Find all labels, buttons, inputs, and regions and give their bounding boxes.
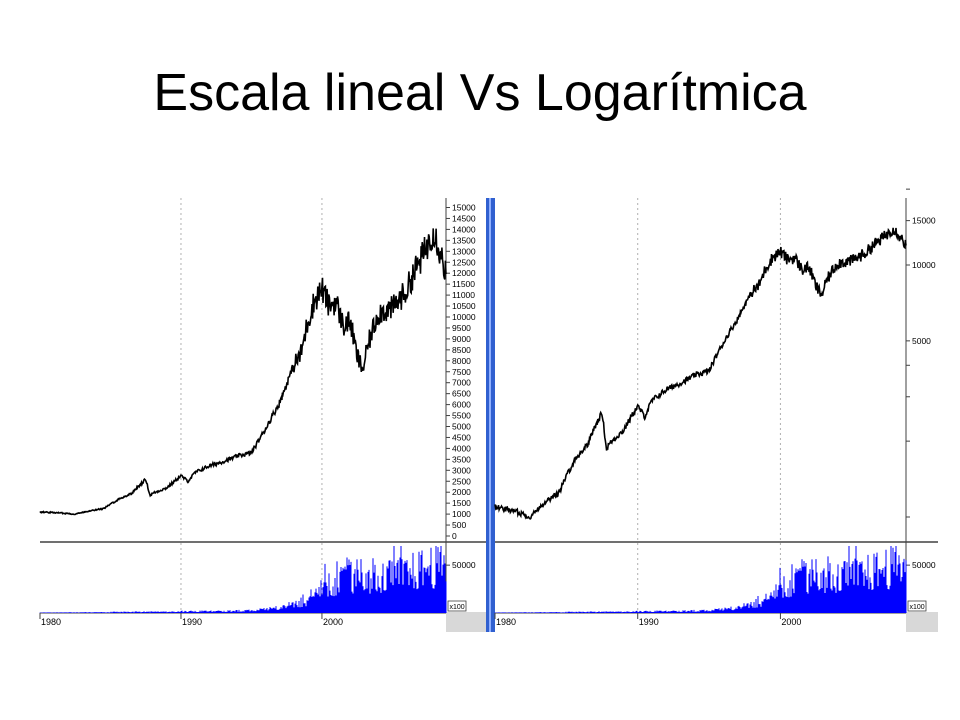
volume-bars xyxy=(494,546,907,613)
volume-unit-label: x100 xyxy=(910,604,925,611)
x-tick-label-1980: 1980 xyxy=(41,617,61,627)
y-tick-label-500: 500 xyxy=(452,520,466,530)
y-tick-label-14000: 14000 xyxy=(452,224,476,234)
volume-tick-label: 50000 xyxy=(912,560,936,570)
y-tick-label-5500: 5500 xyxy=(452,411,471,421)
y-tick-label-15000: 15000 xyxy=(912,216,936,226)
y-tick-label-2500: 2500 xyxy=(452,476,471,486)
left-scroll-area xyxy=(446,612,486,632)
y-tick-label-10000: 10000 xyxy=(912,260,936,270)
x-tick-label-1980: 1980 xyxy=(496,617,516,627)
slide-title: Escala lineal Vs Logarítmica xyxy=(153,64,807,122)
y-tick-label-0: 0 xyxy=(452,531,457,541)
price-line xyxy=(494,227,907,520)
volume-unit-box xyxy=(907,600,927,612)
y-tick-label-4000: 4000 xyxy=(452,443,471,453)
y-tick-label-3000: 3000 xyxy=(452,465,471,475)
y-tick-label-10500: 10500 xyxy=(452,301,476,311)
y-tick-label-5000: 5000 xyxy=(912,336,931,346)
y-tick-label-7000: 7000 xyxy=(452,378,471,388)
y-tick-label-12000: 12000 xyxy=(452,268,476,278)
y-tick-label-13500: 13500 xyxy=(452,235,476,245)
x-tick-label-1990: 1990 xyxy=(639,617,659,627)
y-tick-label-6500: 6500 xyxy=(452,389,471,399)
y-tick-label-9000: 9000 xyxy=(452,334,471,344)
y-tick-label-6000: 6000 xyxy=(452,400,471,410)
y-tick-label-1500: 1500 xyxy=(452,498,471,508)
y-tick-label-2000: 2000 xyxy=(452,487,471,497)
y-tick-label-10000: 10000 xyxy=(452,312,476,322)
y-tick-label-11000: 11000 xyxy=(452,290,475,300)
y-tick-label-12500: 12500 xyxy=(452,257,476,267)
y-tick-label-9500: 9500 xyxy=(452,323,471,333)
volume-unit-box xyxy=(447,600,467,612)
log-scale-chart: 1980 1990 2000 5000 10000 15000 50000 x100 xyxy=(494,188,936,627)
volume-bars xyxy=(39,546,447,613)
y-tick-label-14500: 14500 xyxy=(452,213,476,223)
y-tick-label-5000: 5000 xyxy=(452,422,471,432)
linear-scale-chart: 1980 1990 20000500100015002000250030003500… xyxy=(39,198,476,627)
y-tick-label-11500: 11500 xyxy=(452,279,475,289)
x-tick-label-2000: 2000 xyxy=(323,617,343,627)
x-tick-label-2000: 2000 xyxy=(781,617,801,627)
y-tick-label-7500: 7500 xyxy=(452,367,471,377)
chart-divider-highlight xyxy=(489,198,491,632)
volume-unit-label: x100 xyxy=(450,604,465,611)
price-line xyxy=(39,228,447,516)
volume-tick-label: 50000 xyxy=(452,560,476,570)
x-tick-label-1990: 1990 xyxy=(182,617,202,627)
y-tick-label-1000: 1000 xyxy=(452,509,471,519)
y-tick-label-3500: 3500 xyxy=(452,454,471,464)
y-tick-label-15000: 15000 xyxy=(452,203,476,213)
y-tick-label-8500: 8500 xyxy=(452,345,471,355)
y-tick-label-4500: 4500 xyxy=(452,432,471,442)
right-scroll-area xyxy=(906,612,938,632)
y-tick-label-13000: 13000 xyxy=(452,246,476,256)
y-tick-label-8000: 8000 xyxy=(452,356,471,366)
